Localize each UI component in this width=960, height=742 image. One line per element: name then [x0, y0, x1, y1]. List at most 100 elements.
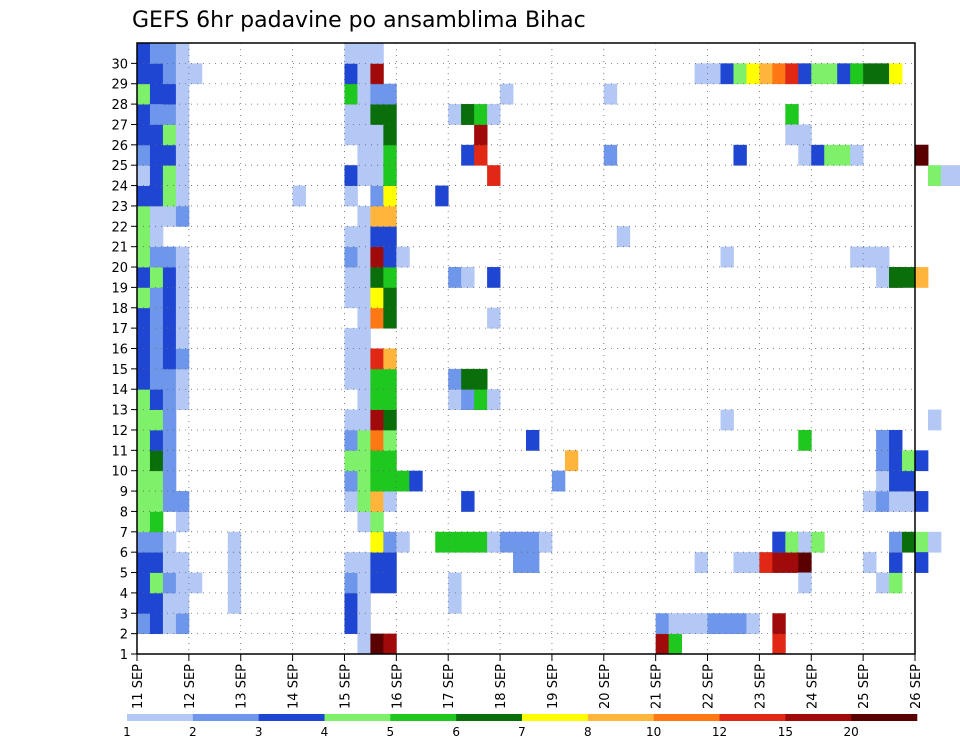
x-tick-label: 15 SEP — [338, 664, 353, 709]
colorbar-label: 1 — [123, 725, 131, 739]
heatmap-cell — [344, 409, 358, 431]
heatmap-cell — [370, 409, 384, 431]
heatmap-cell — [603, 83, 618, 105]
y-axis-ticks: 1234567891011121314151617181920212223242… — [111, 57, 137, 663]
colorbar-label: 5 — [387, 725, 395, 739]
heatmap-cell — [149, 429, 164, 451]
y-tick-label: 9 — [120, 485, 128, 500]
colorbar-swatch — [456, 714, 523, 721]
heatmap-cell — [876, 491, 890, 512]
heatmap-cell — [733, 144, 747, 166]
heatmap-cell — [824, 144, 838, 166]
heatmap-cell — [149, 450, 164, 472]
heatmap-cell — [357, 83, 371, 105]
heatmap-cell — [474, 144, 488, 166]
heatmap-cell — [357, 246, 371, 268]
heatmap-cell — [370, 43, 384, 64]
heatmap-cell — [162, 348, 177, 370]
heatmap-cell — [357, 450, 371, 472]
heatmap-cell — [668, 613, 682, 635]
heatmap-cell — [175, 205, 190, 227]
heatmap-cell — [863, 552, 877, 573]
y-tick-label: 17 — [111, 322, 128, 337]
heatmap-cell — [162, 205, 177, 227]
heatmap-cell — [162, 185, 177, 207]
x-tick-label: 24 SEP — [805, 664, 820, 709]
heatmap-cell — [564, 450, 579, 472]
heatmap-cell — [137, 124, 151, 146]
heatmap-cell — [149, 307, 164, 329]
heatmap-cell — [149, 205, 164, 227]
heatmap-cell — [149, 287, 164, 309]
heatmap-cell — [137, 552, 151, 573]
heatmap-cell — [461, 104, 475, 125]
x-axis-ticks: 11 SEP 12 SEP 13 SEP 14 SEP 15 SEP 16 SEP 17 S… — [131, 654, 924, 709]
heatmap-cell — [370, 83, 384, 105]
heatmap-cell — [149, 104, 164, 125]
heatmap-cell — [357, 226, 371, 248]
heatmap-cell — [396, 246, 410, 268]
heatmap-cells — [137, 43, 960, 655]
heatmap-cell — [915, 267, 929, 288]
heatmap-cell — [383, 552, 397, 573]
heatmap-cell — [162, 104, 177, 125]
heatmap-cell — [707, 613, 721, 635]
heatmap-cell — [357, 613, 371, 635]
heatmap-cell — [137, 144, 151, 166]
heatmap-cell — [383, 144, 397, 166]
heatmap-cell — [655, 633, 670, 655]
heatmap-cell — [344, 124, 358, 146]
heatmap-cell — [175, 43, 190, 64]
heatmap-cell — [772, 552, 786, 573]
heatmap-cell — [357, 328, 371, 349]
heatmap-cell — [370, 511, 384, 533]
y-tick-label: 29 — [111, 78, 128, 93]
heatmap-cell — [357, 389, 371, 410]
colorbar-swatch — [719, 714, 786, 721]
colorbar-swatch — [127, 714, 194, 721]
x-tick-label: 11 SEP — [131, 664, 146, 709]
heatmap-cell — [915, 491, 929, 512]
heatmap-cell — [889, 63, 903, 85]
heatmap-cell — [370, 124, 384, 146]
heatmap-cell — [915, 552, 929, 573]
heatmap-cell — [876, 246, 890, 268]
heatmap-cell — [448, 592, 462, 614]
heatmap-cell — [137, 287, 151, 309]
heatmap-cell — [927, 409, 942, 431]
heatmap-cell — [175, 83, 190, 105]
heatmap-cell — [474, 368, 488, 390]
x-tick-label: 22 SEP — [702, 664, 717, 709]
heatmap-cell — [383, 226, 397, 248]
heatmap-cell — [798, 531, 812, 553]
heatmap-cell — [357, 633, 371, 655]
heatmap-cell — [824, 63, 838, 85]
heatmap-cell — [227, 531, 242, 553]
heatmap-cell — [889, 531, 903, 553]
heatmap-cell — [798, 572, 812, 594]
heatmap-cell — [175, 144, 190, 166]
y-tick-label: 28 — [111, 98, 128, 113]
heatmap-cell — [357, 43, 371, 64]
heatmap-cell — [149, 246, 164, 268]
heatmap-cell — [162, 368, 177, 390]
colorbar-label: 15 — [778, 725, 793, 739]
heatmap-cell — [344, 429, 358, 451]
heatmap-cell — [383, 491, 397, 512]
heatmap-cell — [162, 267, 177, 288]
heatmap-cell — [344, 592, 358, 614]
heatmap-cell — [137, 592, 151, 614]
heatmap-cell — [292, 185, 306, 207]
heatmap-cell — [370, 389, 384, 410]
heatmap-cell — [461, 144, 475, 166]
heatmap-cell — [162, 450, 177, 472]
heatmap-cell — [785, 124, 799, 146]
heatmap-cell — [383, 307, 397, 329]
heatmap-cell — [357, 267, 371, 288]
heatmap-cell — [474, 104, 488, 125]
y-tick-label: 3 — [120, 607, 128, 622]
heatmap-cell — [357, 368, 371, 390]
heatmap-cell — [915, 450, 929, 472]
heatmap-cell — [487, 267, 501, 288]
heatmap-cell — [149, 328, 164, 349]
